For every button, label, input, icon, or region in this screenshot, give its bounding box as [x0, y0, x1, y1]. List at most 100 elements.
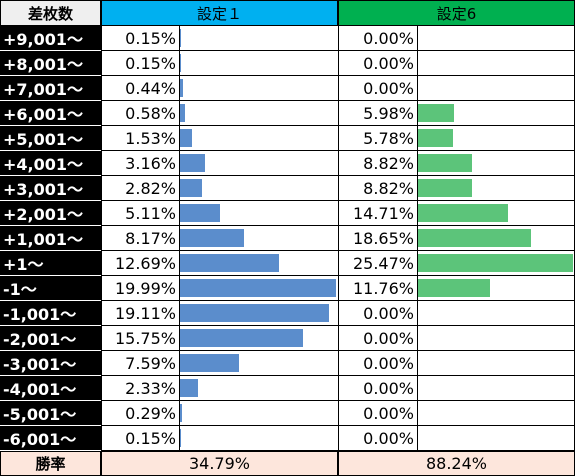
setting6-bar: [418, 204, 508, 222]
setting6-bar-cell: [417, 301, 575, 326]
setting1-bar: [180, 179, 202, 197]
row-label: -2,001～: [0, 326, 101, 351]
setting1-bar-cell: [179, 101, 338, 126]
setting1-bar-cell: [179, 251, 338, 276]
setting6-percent: 5.98%: [338, 101, 417, 126]
setting6-bar-cell: [417, 201, 575, 226]
header-setting1: 設定１: [101, 0, 338, 26]
setting1-bar: [180, 329, 303, 347]
setting1-percent: 2.33%: [101, 376, 179, 401]
setting1-bar: [180, 254, 280, 272]
setting1-percent: 19.99%: [101, 276, 179, 301]
setting6-percent: 0.00%: [338, 426, 417, 451]
setting1-bar-cell: [179, 126, 338, 151]
setting1-bar-cell: [179, 326, 338, 351]
setting6-percent: 25.47%: [338, 251, 417, 276]
setting1-percent: 8.17%: [101, 226, 179, 251]
setting6-percent: 0.00%: [338, 26, 417, 51]
setting6-percent: 11.76%: [338, 276, 417, 301]
setting1-percent: 0.15%: [101, 26, 179, 51]
setting6-bar-cell: [417, 251, 575, 276]
row-label: +2,001～: [0, 201, 101, 226]
setting1-bar-cell: [179, 426, 338, 451]
setting1-bar-cell: [179, 151, 338, 176]
setting1-bar-cell: [179, 76, 338, 101]
setting6-percent: 0.00%: [338, 76, 417, 101]
row-label: +7,001～: [0, 76, 101, 101]
setting6-percent: 0.00%: [338, 326, 417, 351]
setting1-bar: [180, 29, 182, 47]
row-label: +8,001～: [0, 51, 101, 76]
setting1-bar: [180, 154, 205, 172]
setting6-bar-cell: [417, 76, 575, 101]
header-setting6: 設定6: [338, 0, 575, 26]
row-label: -6,001～: [0, 426, 101, 451]
setting1-bar: [180, 229, 244, 247]
setting1-bar: [180, 104, 185, 122]
setting6-percent: 0.00%: [338, 376, 417, 401]
header-label: 差枚数: [0, 0, 101, 26]
setting1-bar-cell: [179, 201, 338, 226]
setting1-bar: [180, 54, 182, 72]
row-label: +3,001～: [0, 176, 101, 201]
setting6-bar-cell: [417, 426, 575, 451]
setting6-bar-cell: [417, 151, 575, 176]
setting1-percent: 19.11%: [101, 301, 179, 326]
setting1-bar: [180, 129, 192, 147]
row-label: -1,001～: [0, 301, 101, 326]
setting1-percent: 0.15%: [101, 51, 179, 76]
setting1-bar-cell: [179, 26, 338, 51]
setting1-bar: [180, 79, 184, 97]
setting6-bar-cell: [417, 351, 575, 376]
setting6-percent: 0.00%: [338, 351, 417, 376]
row-label: -5,001～: [0, 401, 101, 426]
setting1-percent: 15.75%: [101, 326, 179, 351]
setting6-bar-cell: [417, 401, 575, 426]
setting6-bar: [418, 179, 472, 197]
setting6-percent: 14.71%: [338, 201, 417, 226]
setting1-percent: 0.29%: [101, 401, 179, 426]
setting1-bar-cell: [179, 276, 338, 301]
setting1-bar-cell: [179, 401, 338, 426]
setting6-bar: [418, 154, 472, 172]
win-rate-setting1: 34.79%: [101, 451, 338, 476]
setting1-percent: 5.11%: [101, 201, 179, 226]
setting1-bar: [180, 279, 336, 297]
win-rate-setting6: 88.24%: [338, 451, 575, 476]
setting1-percent: 2.82%: [101, 176, 179, 201]
setting6-percent: 0.00%: [338, 301, 417, 326]
setting1-bar-cell: [179, 51, 338, 76]
setting1-percent: 0.15%: [101, 426, 179, 451]
setting1-bar: [180, 354, 240, 372]
setting6-bar-cell: [417, 126, 575, 151]
setting6-bar: [418, 229, 532, 247]
setting6-bar: [418, 129, 454, 147]
setting1-bar: [180, 404, 183, 422]
setting1-bar-cell: [179, 376, 338, 401]
setting1-percent: 7.59%: [101, 351, 179, 376]
setting1-bar-cell: [179, 351, 338, 376]
setting6-bar-cell: [417, 226, 575, 251]
setting6-bar-cell: [417, 101, 575, 126]
setting6-percent: 18.65%: [338, 226, 417, 251]
setting6-bar-cell: [417, 376, 575, 401]
row-label: +9,001～: [0, 26, 101, 51]
row-label: -3,001～: [0, 351, 101, 376]
setting1-bar-cell: [179, 176, 338, 201]
setting6-bar-cell: [417, 26, 575, 51]
setting1-bar: [180, 379, 199, 397]
setting1-bar-cell: [179, 226, 338, 251]
setting6-bar: [418, 104, 455, 122]
row-label: -1～: [0, 276, 101, 301]
setting6-percent: 0.00%: [338, 401, 417, 426]
setting1-bar-cell: [179, 301, 338, 326]
setting6-bar: [418, 254, 573, 272]
row-label: +4,001～: [0, 151, 101, 176]
row-label: +1,001～: [0, 226, 101, 251]
setting6-bar-cell: [417, 176, 575, 201]
setting6-percent: 5.78%: [338, 126, 417, 151]
setting1-percent: 12.69%: [101, 251, 179, 276]
setting1-percent: 0.58%: [101, 101, 179, 126]
win-rate-label: 勝率: [0, 451, 101, 476]
setting1-percent: 3.16%: [101, 151, 179, 176]
